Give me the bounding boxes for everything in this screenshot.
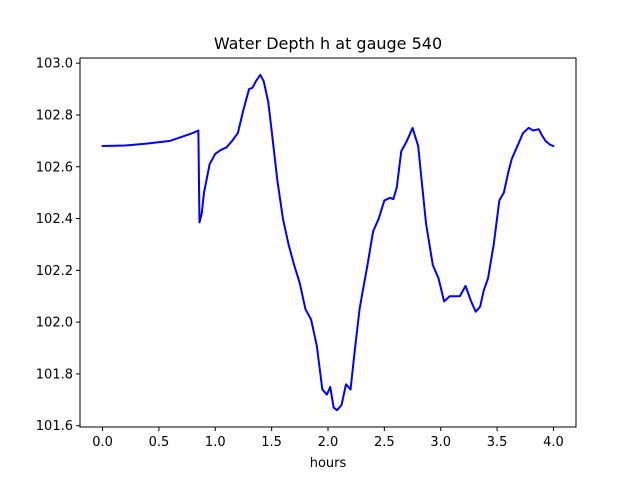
series-line — [101, 73, 555, 412]
y-tick-label: 101.6 — [36, 419, 73, 434]
x-tick-label: 0.0 — [92, 435, 113, 450]
x-tick-label: 0.5 — [149, 435, 170, 450]
y-tick-label: 102.8 — [36, 108, 73, 123]
y-tick-label: 102.0 — [36, 316, 73, 331]
x-tick-label: 1.5 — [261, 435, 282, 450]
plot-area-frame — [79, 57, 577, 428]
y-tick-label: 102.6 — [36, 160, 73, 175]
x-tick-label: 1.0 — [205, 435, 226, 450]
chart-title: Water Depth h at gauge 540 — [214, 34, 442, 53]
x-tick-label: 3.0 — [430, 435, 451, 450]
x-tick-label: 4.0 — [543, 435, 564, 450]
y-tick-label: 102.4 — [36, 212, 73, 227]
y-tick-label: 103.0 — [36, 57, 73, 72]
x-tick-label: 2.5 — [374, 435, 395, 450]
x-axis-label: hours — [310, 456, 347, 471]
y-axis-ticks: 101.6 101.8 102.0 102.2 102.4 102.6 102.8 103.0 — [36, 57, 80, 434]
x-axis-ticks: 0.0 0.5 1.0 1.5 2.0 2.5 3.0 3.5 4.0 — [92, 427, 564, 450]
x-tick-label: 3.5 — [487, 435, 508, 450]
y-tick-label: 101.8 — [36, 367, 73, 382]
x-tick-label: 2.0 — [318, 435, 339, 450]
y-tick-label: 102.2 — [36, 264, 73, 279]
